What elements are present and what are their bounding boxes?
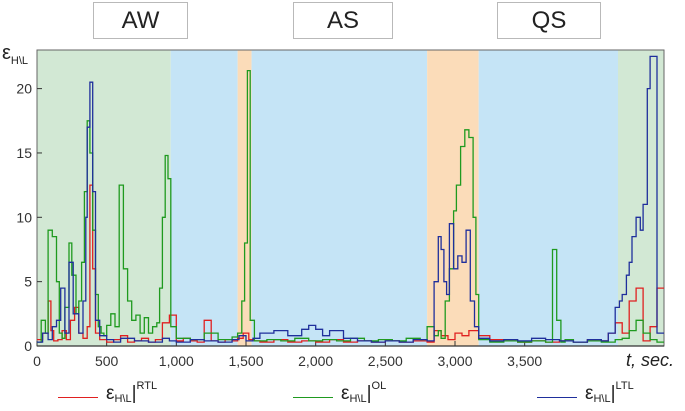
x-axis-title: t, sec. [626, 350, 675, 370]
legend-label-sub-ltl: H\L [593, 393, 611, 405]
y-tick-label: 15 [16, 145, 32, 161]
series-line-ol [37, 69, 664, 343]
tick-labels: 0 500 1,000 1,500 2,000 2,500 3,000 3,500 0 5 10 15… [16, 81, 542, 369]
legend-label-sub-rtl: H\L [114, 393, 132, 405]
x-tick-label: 3,500 [507, 353, 542, 369]
x-tick-label: 3,000 [437, 353, 472, 369]
legend-label-sup-rtl: RTL [136, 380, 158, 392]
phase-band-aw-6 [618, 50, 664, 346]
x-tick-label: 1,500 [228, 353, 263, 369]
x-tick-label: 2,000 [298, 353, 333, 369]
legend-swatch-ol [293, 396, 333, 398]
phase-band-aw-0 [37, 50, 171, 346]
legend-bar-ltl: | [610, 383, 616, 404]
legend-item-ltl: ε H\L | LTL [537, 379, 634, 409]
phase-band-as-5 [478, 50, 619, 346]
legend-bar-rtl: | [131, 383, 137, 404]
y-tick-label: 20 [16, 81, 32, 97]
phase-label-qs: QS [497, 2, 601, 39]
legend-item-ol: ε H\L | OL [293, 379, 386, 409]
phase-label-aw: AW [93, 2, 188, 39]
x-tick-label: 500 [95, 353, 119, 369]
legend-label-main-rtl: ε [106, 383, 115, 404]
legend-label-main-ltl: ε [585, 383, 594, 404]
legend-swatch-ltl [537, 396, 577, 398]
phase-label-as: AS [293, 2, 393, 39]
legend-bar-ol: | [366, 383, 372, 404]
phase-band-as-1 [170, 50, 238, 346]
phase-band-as-3 [251, 50, 428, 346]
phase-band-qs-2 [237, 50, 252, 346]
series-line-ltl [37, 55, 664, 343]
legend-label-sub-ol: H\L [349, 393, 367, 405]
y-tick-label: 0 [24, 338, 32, 354]
y-axis-title: εH\L [2, 42, 29, 67]
x-tick-label: 1,000 [159, 353, 194, 369]
axes [36, 49, 665, 347]
y-tick-label: 10 [16, 209, 32, 225]
series-lines [37, 55, 664, 343]
x-tick-label: 2,500 [368, 353, 403, 369]
legend-label-sup-ltl: LTL [615, 380, 634, 392]
legend-swatch-rtl [58, 396, 98, 398]
y-tick-label: 5 [24, 274, 32, 290]
legend-item-rtl: ε H\L | RTL [58, 379, 157, 409]
y-axis-title-main: ε [2, 42, 11, 64]
legend-label-sup-ol: OL [371, 380, 387, 392]
y-axis-title-sub: H\L [10, 55, 29, 67]
x-tick-label: 0 [33, 353, 41, 369]
legend-label-main-ol: ε [341, 383, 350, 404]
